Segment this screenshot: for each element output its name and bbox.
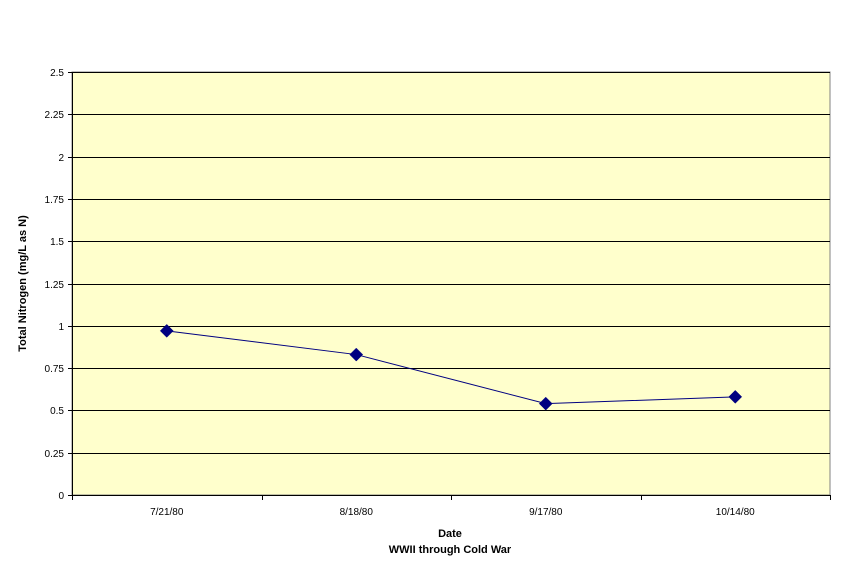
y-tick-label: 0.5 (50, 406, 64, 417)
x-tick-label: 10/14/80 (716, 507, 755, 518)
data-point (349, 347, 364, 362)
data-point (159, 324, 174, 338)
x-tick-label: 8/18/80 (340, 507, 374, 518)
gridlines (72, 72, 830, 454)
y-tick-label: 0 (58, 491, 64, 502)
series-line (166, 330, 736, 405)
data-point (538, 396, 553, 411)
x-axis-ticks: 7/21/80 8/18/80 9/17/80 10/14/80 (72, 495, 831, 518)
y-axis-title: Total Nitrogen (mg/L as N) (17, 215, 29, 352)
y-tick-label: 1 (58, 322, 64, 333)
y-tick-label: 1.5 (50, 237, 64, 248)
x-axis-title: Date (438, 528, 462, 540)
x-tick-label: 7/21/80 (150, 507, 184, 518)
y-tick-label: 2 (58, 153, 64, 164)
plot-area (71, 71, 831, 496)
x-tick-label: 9/17/80 (529, 507, 563, 518)
series-layer (159, 324, 743, 411)
y-tick-label: 1.25 (45, 280, 65, 291)
y-tick-label: 0.75 (45, 364, 65, 375)
y-tick-label: 2.25 (45, 110, 65, 121)
y-tick-label: 1.75 (45, 195, 65, 206)
x-axis-subtitle: WWII through Cold War (389, 544, 512, 556)
y-tick-label: 0.25 (45, 449, 65, 460)
y-tick-label: 2.5 (50, 68, 64, 79)
data-point (728, 390, 743, 404)
y-axis-ticks: 0 0.25 0.5 0.75 1 1.25 1.5 1.75 2 2.25 2.5 (45, 68, 73, 502)
